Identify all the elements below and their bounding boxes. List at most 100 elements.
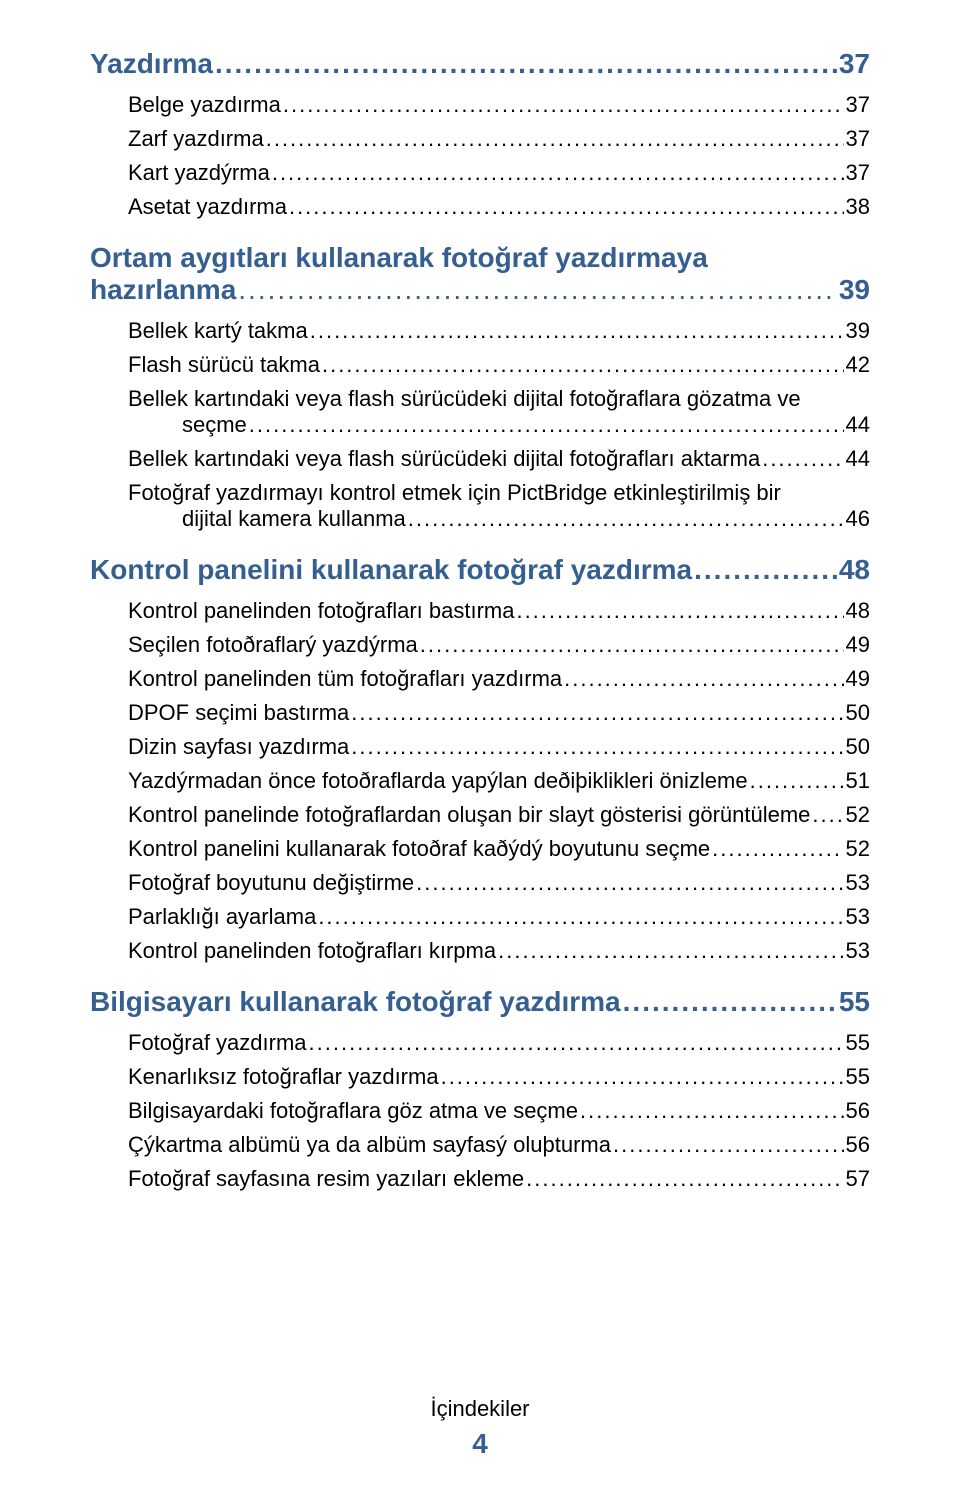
- toc-label: Dizin sayfası yazdırma: [128, 734, 349, 760]
- toc-lvl2-fotograf-yazdirma[interactable]: Fotoğraf yazdırma 55: [90, 1030, 870, 1056]
- toc-page: 49: [846, 666, 870, 692]
- toc-dots: [351, 734, 843, 760]
- toc-label: Flash sürücü takma: [128, 352, 320, 378]
- toc-label-line2: dijital kamera kullanma: [182, 506, 406, 532]
- toc-label-line2: seçme: [182, 412, 247, 438]
- toc-page: 50: [846, 734, 870, 760]
- toc-lvl2-gozatma-secme[interactable]: Bilgisayardaki fotoğraflara göz atma ve …: [90, 1098, 870, 1124]
- toc-lvl1-yazdirma[interactable]: Yazdırma 37: [90, 48, 870, 80]
- toc-lvl2-bellek-gozatma[interactable]: Bellek kartındaki veya flash sürücüdeki …: [90, 386, 870, 438]
- toc-label: Kontrol panelinden fotoğrafları bastırma: [128, 598, 514, 624]
- toc-label: Bellek kartındaki veya flash sürücüdeki …: [128, 446, 760, 472]
- toc-dots: [266, 126, 844, 152]
- toc-dots: [564, 666, 843, 692]
- toc-page: 52: [846, 836, 870, 862]
- toc-lvl2-parlaklik[interactable]: Parlaklığı ayarlama 53: [90, 904, 870, 930]
- toc-label-line1: Bellek kartındaki veya flash sürücüdeki …: [128, 386, 870, 412]
- toc-page: 39: [846, 318, 870, 344]
- toc-label: Bellek kartý takma: [128, 318, 308, 344]
- toc-label: Kenarlıksız fotoğraflar yazdırma: [128, 1064, 439, 1090]
- toc-dots: [318, 904, 843, 930]
- toc-page: 55: [846, 1064, 870, 1090]
- toc-lvl2-onizleme[interactable]: Yazdýrmadan önce fotoðraflarda yapýlan d…: [90, 768, 870, 794]
- toc-label: Fotoğraf boyutunu değiştirme: [128, 870, 414, 896]
- toc-page: 38: [846, 194, 870, 220]
- toc-page: 48: [839, 554, 870, 586]
- toc-dots: [238, 274, 837, 306]
- toc-lvl2-album-olusturma[interactable]: Çýkartma albümü ya da albüm sayfasý oluþ…: [90, 1132, 870, 1158]
- toc-lvl2-fotograf-kirpma[interactable]: Kontrol panelinden fotoğrafları kırpma 5…: [90, 938, 870, 964]
- toc-label: Kontrol panelinden fotoğrafları kırpma: [128, 938, 496, 964]
- toc-lvl2-dpof[interactable]: DPOF seçimi bastırma 50: [90, 700, 870, 726]
- toc-page: 49: [846, 632, 870, 658]
- toc-lvl2-dizin-sayfasi[interactable]: Dizin sayfası yazdırma 50: [90, 734, 870, 760]
- toc-dots: [283, 92, 844, 118]
- toc-label: Kontrol panelini kullanarak fotoðraf kað…: [128, 836, 710, 862]
- toc-dots: [249, 412, 844, 438]
- toc-lvl2-bellek-karty-takma[interactable]: Bellek kartý takma 39: [90, 318, 870, 344]
- toc-label: Asetat yazdırma: [128, 194, 287, 220]
- toc-label: Fotoğraf yazdırma: [128, 1030, 307, 1056]
- toc-label-line1: Ortam aygıtları kullanarak fotoğraf yazd…: [90, 242, 870, 274]
- toc-dots: [526, 1166, 843, 1192]
- toc-dots: [580, 1098, 844, 1124]
- toc-label: Parlaklığı ayarlama: [128, 904, 316, 930]
- toc-label: Fotoğraf sayfasına resim yazıları ekleme: [128, 1166, 524, 1192]
- toc-lvl2-kadydy-boyutu[interactable]: Kontrol panelini kullanarak fotoðraf kað…: [90, 836, 870, 862]
- toc-lvl2-resim-yazilari[interactable]: Fotoğraf sayfasına resim yazıları ekleme…: [90, 1166, 870, 1192]
- toc-page: 55: [846, 1030, 870, 1056]
- toc-lvl2-kart-yazdyrma[interactable]: Kart yazdýrma 37: [90, 160, 870, 186]
- toc-lvl1-bilgisayar[interactable]: Bilgisayarı kullanarak fotoğraf yazdırma…: [90, 986, 870, 1018]
- toc-dots: [408, 506, 844, 532]
- toc-label: Bilgisayarı kullanarak fotoğraf yazdırma: [90, 986, 621, 1018]
- toc-page: 37: [846, 92, 870, 118]
- toc-lvl2-kontrol-bastirma[interactable]: Kontrol panelinden fotoğrafları bastırma…: [90, 598, 870, 624]
- toc-page: 52: [846, 802, 870, 828]
- toc-page: 50: [846, 700, 870, 726]
- toc-page: 53: [846, 938, 870, 964]
- toc-lvl2-belge-yazdirma[interactable]: Belge yazdırma 37: [90, 92, 870, 118]
- toc-dots: [516, 598, 843, 624]
- toc-page: 37: [839, 48, 870, 80]
- footer-section-label: İçindekiler: [0, 1396, 960, 1422]
- toc-dots: [623, 986, 837, 1018]
- toc-lvl2-bellek-aktarma[interactable]: Bellek kartındaki veya flash sürücüdeki …: [90, 446, 870, 472]
- toc-lvl2-asetat-yazdirma[interactable]: Asetat yazdırma 38: [90, 194, 870, 220]
- toc-label: Yazdýrmadan önce fotoðraflarda yapýlan d…: [128, 768, 748, 794]
- toc-lvl1-ortam-aygit[interactable]: Ortam aygıtları kullanarak fotoğraf yazd…: [90, 242, 870, 306]
- toc-page: 48: [846, 598, 870, 624]
- toc-lvl2-tum-fotograf[interactable]: Kontrol panelinden tüm fotoğrafları yazd…: [90, 666, 870, 692]
- toc-label-line1: Fotoğraf yazdırmayı kontrol etmek için P…: [128, 480, 870, 506]
- toc-page: 37: [846, 126, 870, 152]
- toc-label: Kontrol panelini kullanarak fotoğraf yaz…: [90, 554, 692, 586]
- toc-label: Kart yazdýrma: [128, 160, 270, 186]
- toc-dots: [498, 938, 843, 964]
- toc-lvl1-kontrol-panel[interactable]: Kontrol panelini kullanarak fotoğraf yaz…: [90, 554, 870, 586]
- toc-dots: [812, 802, 843, 828]
- toc-dots: [309, 1030, 844, 1056]
- toc-lvl2-flash-surucu-takma[interactable]: Flash sürücü takma 42: [90, 352, 870, 378]
- toc-dots: [694, 554, 837, 586]
- toc-dots: [289, 194, 844, 220]
- toc-page: 55: [839, 986, 870, 1018]
- toc-dots: [712, 836, 843, 862]
- footer-page-number: 4: [0, 1428, 960, 1460]
- toc-lvl2-slayt-gosterisi[interactable]: Kontrol panelinde fotoğraflardan oluşan …: [90, 802, 870, 828]
- toc-label: Çýkartma albümü ya da albüm sayfasý oluþ…: [128, 1132, 611, 1158]
- toc-lvl2-boyut-degistirme[interactable]: Fotoğraf boyutunu değiştirme 53: [90, 870, 870, 896]
- toc-dots: [416, 870, 843, 896]
- toc-page: 42: [846, 352, 870, 378]
- toc-label: DPOF seçimi bastırma: [128, 700, 349, 726]
- toc-label: Belge yazdırma: [128, 92, 281, 118]
- toc-lvl2-zarf-yazdirma[interactable]: Zarf yazdırma 37: [90, 126, 870, 152]
- toc-page: 51: [846, 768, 870, 794]
- toc-lvl2-secilen-fotograf[interactable]: Seçilen fotoðraflarý yazdýrma 49: [90, 632, 870, 658]
- toc-dots: [613, 1132, 844, 1158]
- toc-lvl2-kenarliksiz[interactable]: Kenarlıksız fotoğraflar yazdırma 55: [90, 1064, 870, 1090]
- toc-page: 57: [846, 1166, 870, 1192]
- toc-label: Zarf yazdırma: [128, 126, 264, 152]
- toc-lvl2-pictbridge[interactable]: Fotoğraf yazdırmayı kontrol etmek için P…: [90, 480, 870, 532]
- toc-label: Bilgisayardaki fotoğraflara göz atma ve …: [128, 1098, 578, 1124]
- toc-page: 39: [839, 274, 870, 306]
- toc-dots: [272, 160, 844, 186]
